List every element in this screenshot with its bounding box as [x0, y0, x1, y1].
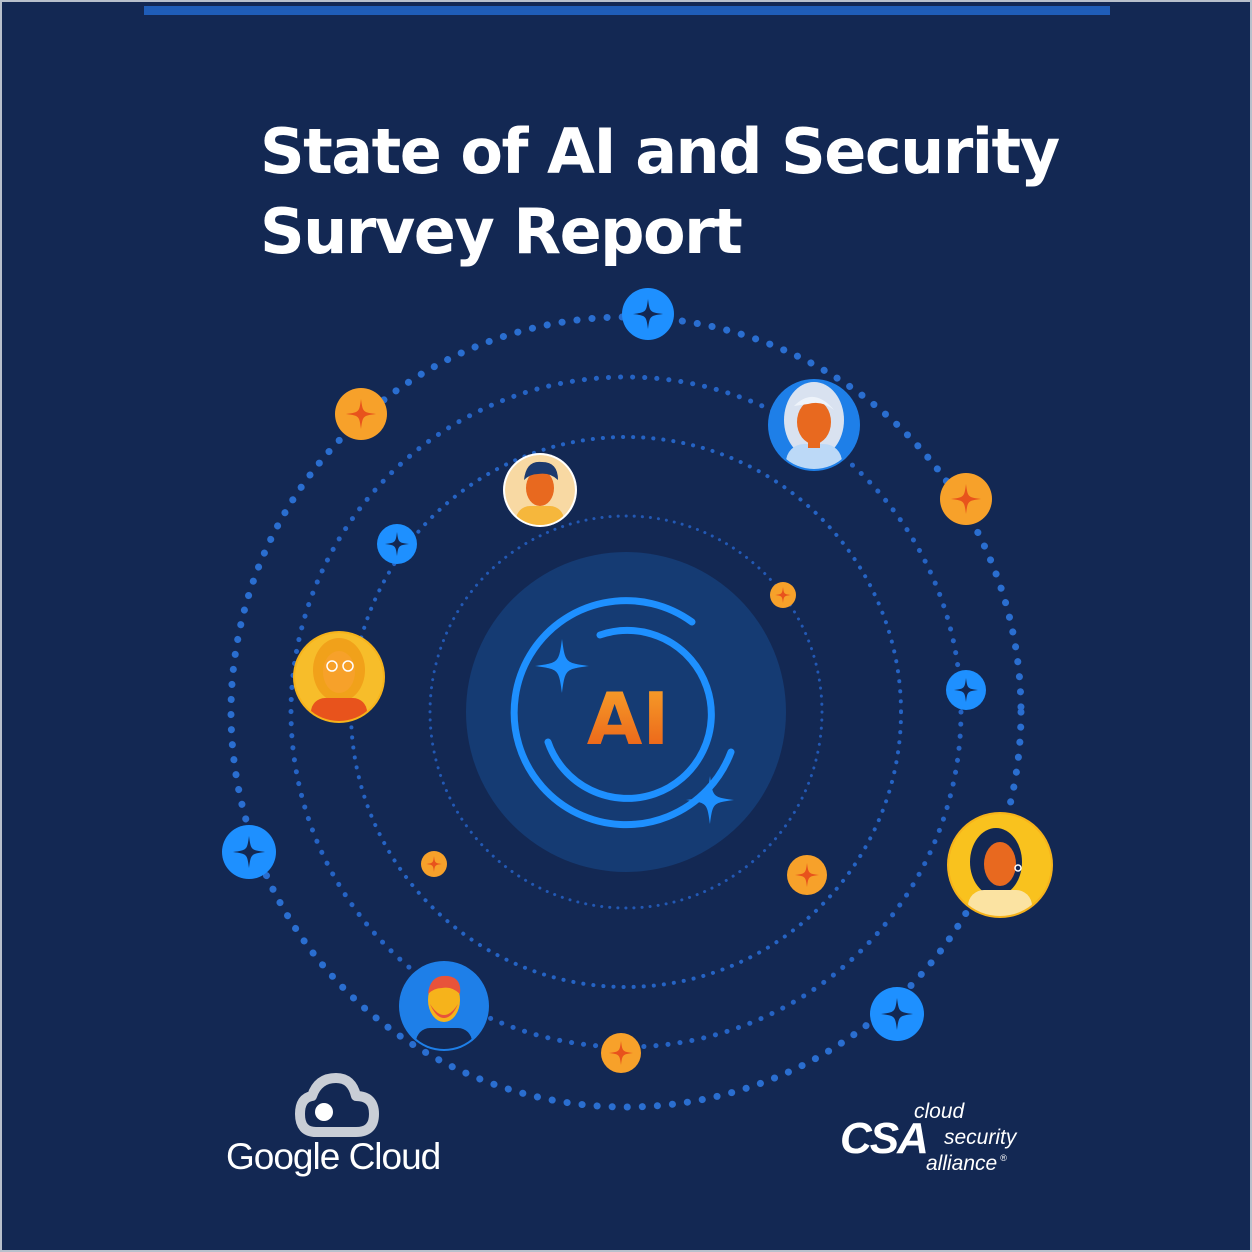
sparkle-badge-orange	[787, 855, 827, 895]
orange-sparkle-badges	[335, 388, 992, 1073]
blue-sparkle-badges	[222, 288, 986, 1041]
top-accent-bar	[144, 6, 1110, 15]
sparkle-badge-orange	[335, 388, 387, 440]
avatar-woman-dark-hair	[947, 812, 1053, 918]
cloud-icon	[295, 1073, 379, 1137]
csa-word-alliance: alliance ®	[926, 1152, 1007, 1176]
ai-label: AI	[587, 677, 670, 761]
title-line-1: State of AI and Security	[260, 115, 1060, 188]
sparkle-badge-blue	[222, 825, 276, 879]
csa-logo-wordmark: cloud security alliance ®	[902, 1098, 1042, 1178]
sparkle-badge-orange	[940, 473, 992, 525]
sparkle-badge-orange	[770, 582, 796, 608]
avatar-woman-glasses	[293, 631, 385, 723]
avatar-woman-white-hair	[768, 379, 860, 471]
sparkle-badge-blue	[870, 987, 924, 1041]
google-cloud-logo: Google Cloud	[226, 1136, 441, 1177]
csa-alliance-text: alliance	[926, 1152, 998, 1175]
csa-word-security: security	[944, 1126, 1017, 1149]
sparkle-badge-blue	[622, 288, 674, 340]
sparkle-badge-blue	[946, 670, 986, 710]
avatar-man-dark-hair	[503, 453, 577, 527]
avatar-bearded-man	[399, 961, 489, 1051]
ai-badge: AI	[466, 552, 786, 872]
sparkle-badge-orange	[601, 1033, 641, 1073]
sparkle-badge-blue	[377, 524, 417, 564]
csa-logo-mark: CSA	[840, 1114, 929, 1163]
sparkle-badge-orange	[421, 851, 447, 877]
report-title: State of AI and Security Survey Report	[260, 112, 1060, 272]
csa-word-cloud: cloud	[914, 1100, 965, 1123]
title-line-2: Survey Report	[260, 195, 743, 268]
registered-mark: ®	[1000, 1153, 1007, 1163]
